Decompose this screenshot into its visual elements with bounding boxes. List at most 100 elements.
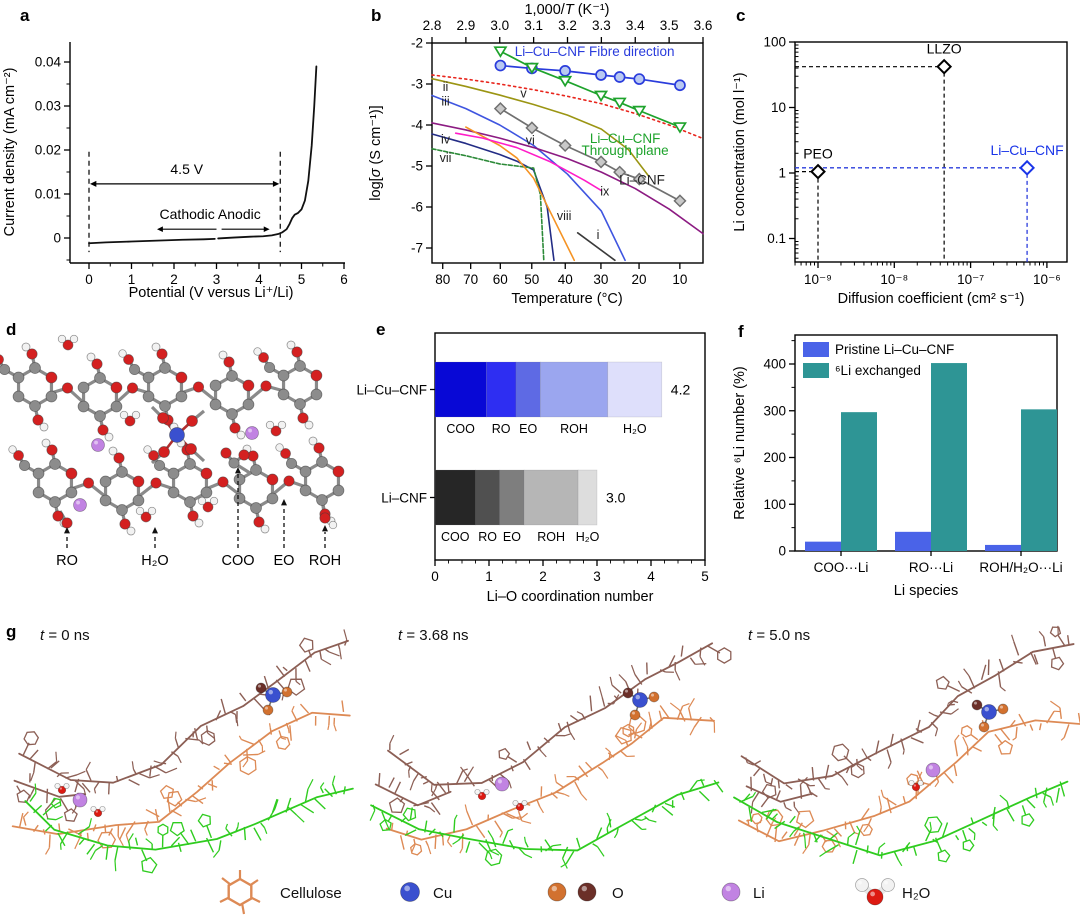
svg-text:3.0: 3.0 — [490, 18, 509, 33]
svg-text:Li species: Li species — [894, 583, 958, 599]
svg-text:100: 100 — [763, 497, 786, 512]
svg-text:0.04: 0.04 — [35, 55, 62, 70]
svg-text:10: 10 — [771, 100, 786, 115]
svg-text:ROH/H₂O···Li: ROH/H₂O···Li — [979, 560, 1062, 575]
panel-g-md-snapshots: t = 0 ns t = 3.68 ns t = 5.0 ns Cellulos… — [0, 605, 1080, 921]
svg-text:Li–Cu–CNF Fibre direction: Li–Cu–CNF Fibre direction — [515, 44, 675, 59]
svg-text:-7: -7 — [411, 241, 423, 256]
svg-text:80: 80 — [435, 272, 450, 287]
svg-text:400: 400 — [763, 357, 786, 372]
svg-text:Relative ⁶Li number (%): Relative ⁶Li number (%) — [732, 366, 748, 519]
panel-letter-g: g — [6, 622, 17, 641]
svg-text:300: 300 — [763, 403, 786, 418]
legend-label-h2o: H₂O — [902, 885, 931, 902]
svg-text:ix: ix — [600, 185, 610, 199]
svg-text:30: 30 — [593, 272, 608, 287]
svg-text:ROH: ROH — [537, 530, 565, 544]
svg-text:0.1: 0.1 — [767, 231, 786, 246]
svg-text:-4: -4 — [411, 118, 423, 133]
svg-text:2: 2 — [539, 569, 547, 584]
panel-b-arrhenius-chart: 2.8 2.9 3.0 3.1 3.2 3.3 3.4 3.5 3.6 1,000/T (K⁻¹)… — [360, 0, 730, 315]
svg-text:Pristine Li–Cu–CNF: Pristine Li–Cu–CNF — [835, 342, 954, 357]
panel-letter-c: c — [736, 6, 746, 25]
svg-text:Cathodic Anodic: Cathodic Anodic — [160, 206, 261, 222]
svg-text:4.5 V: 4.5 V — [170, 161, 203, 177]
arrhenius-plot: 2.8 2.9 3.0 3.1 3.2 3.3 3.4 3.5 3.6 1,000/T (K⁻¹)… — [368, 2, 713, 307]
svg-text:10⁻⁹: 10⁻⁹ — [804, 272, 832, 287]
svg-text:RO: RO — [56, 553, 78, 569]
svg-text:viii: viii — [557, 209, 572, 223]
svg-text:100: 100 — [763, 35, 786, 50]
svg-text:0: 0 — [431, 569, 439, 584]
svg-text:10⁻⁶: 10⁻⁶ — [1033, 272, 1061, 287]
svg-text:iii: iii — [441, 95, 449, 109]
cellulose-structure-drawing: RO H₂O COO EO ROH — [0, 334, 345, 569]
svg-text:LLZO: LLZO — [927, 41, 962, 57]
svg-text:vi: vi — [526, 133, 535, 147]
svg-text:0: 0 — [778, 544, 786, 559]
svg-text:2.8: 2.8 — [423, 18, 442, 33]
svg-text:1: 1 — [128, 272, 136, 287]
svg-text:0: 0 — [53, 231, 61, 246]
diffusion-scatter: 10⁻⁹ 10⁻⁸ 10⁻⁷ 10⁻⁶ 0.1 1 10 100 Li concentratio… — [732, 35, 1068, 307]
svg-text:3.0: 3.0 — [606, 490, 626, 506]
svg-text:3.6: 3.6 — [694, 18, 713, 33]
svg-text:EO: EO — [274, 553, 295, 569]
svg-text:3.4: 3.4 — [626, 18, 645, 33]
panel-letter-f: f — [738, 322, 744, 341]
svg-text:10⁻⁷: 10⁻⁷ — [957, 272, 984, 287]
svg-text:0.02: 0.02 — [35, 143, 61, 158]
svg-text:COO: COO — [221, 553, 254, 569]
lsv-plot: 0 0.01 0.02 0.03 0.04 0 1 2 3 4 5 6 Current density … — [2, 42, 348, 301]
li6-bar-chart: 0 100 200 300 400 COO···Li RO···Li ROH/H₂O···Li… — [732, 334, 1063, 599]
svg-text:1: 1 — [485, 569, 493, 584]
svg-text:0.01: 0.01 — [35, 187, 61, 202]
svg-text:0.03: 0.03 — [35, 99, 61, 114]
svg-text:-6: -6 — [411, 200, 423, 215]
panel-a-lsv-chart: 0 0.01 0.02 0.03 0.04 0 1 2 3 4 5 6 Current density … — [0, 0, 360, 315]
svg-text:4.2: 4.2 — [671, 382, 691, 398]
svg-text:3: 3 — [213, 272, 221, 287]
legend-label-li: Li — [753, 885, 765, 902]
svg-text:vii: vii — [440, 151, 452, 165]
panel-e-coordination-chart: 0 1 2 3 4 5 Li–O coordination number Li–Cu–CNF C… — [356, 315, 720, 605]
svg-text:40: 40 — [558, 272, 573, 287]
svg-text:EO: EO — [503, 530, 521, 544]
svg-text:2: 2 — [170, 272, 178, 287]
panel-letter-d: d — [6, 320, 17, 339]
svg-text:Potential (V versus Li⁺/Li): Potential (V versus Li⁺/Li) — [129, 285, 294, 301]
panel-f-li6-chart: 0 100 200 300 400 COO···Li RO···Li ROH/H₂O···Li… — [720, 315, 1080, 605]
svg-text:3.5: 3.5 — [660, 18, 679, 33]
svg-text:Temperature (°C): Temperature (°C) — [511, 291, 622, 307]
svg-text:PEO: PEO — [803, 146, 833, 162]
svg-text:10⁻⁸: 10⁻⁸ — [880, 272, 908, 287]
svg-text:ROH: ROH — [560, 422, 588, 436]
svg-text:COO: COO — [441, 530, 470, 544]
svg-text:Li–CNF: Li–CNF — [381, 491, 427, 506]
svg-text:5: 5 — [298, 272, 306, 287]
svg-text:2.9: 2.9 — [456, 18, 475, 33]
svg-text:Through plane: Through plane — [582, 143, 669, 158]
svg-text:H₂O: H₂O — [576, 530, 600, 544]
snapshot-time-label-3: t = 5.0 ns — [748, 627, 811, 644]
svg-text:v: v — [520, 87, 527, 101]
svg-text:200: 200 — [763, 450, 786, 465]
svg-text:Li–Cu–CNF: Li–Cu–CNF — [590, 131, 661, 146]
svg-text:RO···Li: RO···Li — [909, 560, 953, 575]
svg-text:i: i — [597, 228, 600, 242]
svg-text:0: 0 — [85, 272, 93, 287]
svg-text:-5: -5 — [411, 159, 423, 174]
panel-letter-a: a — [20, 6, 30, 25]
svg-text:60: 60 — [493, 272, 508, 287]
svg-text:EO: EO — [519, 422, 537, 436]
svg-text:70: 70 — [463, 272, 478, 287]
svg-text:3.2: 3.2 — [558, 18, 577, 33]
svg-text:H₂O: H₂O — [623, 422, 647, 436]
svg-text:⁶Li exchanged: ⁶Li exchanged — [835, 363, 921, 378]
svg-text:-3: -3 — [411, 77, 423, 92]
svg-text:Li–Cu–CNF: Li–Cu–CNF — [356, 383, 427, 398]
svg-text:ROH: ROH — [309, 553, 341, 569]
panel-d-molecular-structure: RO H₂O COO EO ROH — [0, 315, 380, 605]
svg-text:log[σ (S cm⁻¹)]: log[σ (S cm⁻¹)] — [368, 105, 384, 200]
